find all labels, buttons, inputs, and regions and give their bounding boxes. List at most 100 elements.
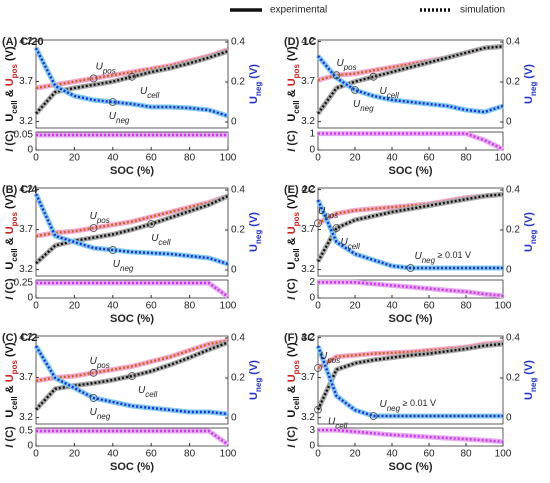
y2-axis-label-part: (V) <box>523 64 535 82</box>
annotation-marker <box>314 405 322 414</box>
y-axis-label-part: cell <box>292 100 301 113</box>
series-line-simulation <box>34 193 229 266</box>
current-axis-label-part: (C) <box>4 278 16 297</box>
annotation-sub: cell <box>387 90 399 99</box>
current-line-experimental <box>36 428 230 447</box>
annotation-sub: neg <box>97 412 111 421</box>
y2-axis-label-part: (V) <box>248 64 260 82</box>
y-tick-label: 3.7 <box>301 372 315 383</box>
annotation-name: U <box>380 399 388 410</box>
y2-axis-label: Uneg (V) <box>523 360 538 400</box>
x-tick-label: 60 <box>146 153 158 164</box>
y2-tick-label: 0.4 <box>506 333 520 344</box>
current-tick-label: 0.5 <box>19 426 33 437</box>
x-tick-label: 100 <box>495 449 512 460</box>
series-line-experimental <box>316 54 504 115</box>
plot-frame <box>317 39 504 129</box>
x-tick-label: 40 <box>386 301 398 312</box>
y2-tick-label: 0 <box>231 413 237 424</box>
y-axis-label: Ucell & Upos (V) <box>4 194 19 270</box>
panel-title: (F) 3C <box>284 332 315 344</box>
y-axis-label-part: U <box>4 262 16 270</box>
series-line-simulation <box>34 345 229 416</box>
y-axis-label: Ucell & Upos (V) <box>286 194 301 270</box>
y-axis-label-part: & <box>4 382 16 396</box>
y-tick-label: 3.2 <box>19 264 33 275</box>
annotation-marker <box>332 224 341 232</box>
annotation-marker <box>314 219 322 228</box>
y2-axis-label-part: neg <box>529 378 538 392</box>
y-axis-label-part: U <box>286 78 298 86</box>
y2-axis-label: Uneg (V) <box>248 64 263 104</box>
x-tick-label: 80 <box>460 153 472 164</box>
annotation-sub: cell <box>335 421 347 430</box>
current-tick-label: 0 <box>27 441 33 452</box>
curve-annotation: Ucell <box>341 237 360 251</box>
y2-axis-label: Uneg (V) <box>248 360 263 400</box>
x-tick-label: 100 <box>220 153 237 164</box>
y-axis-label-part: U <box>4 410 16 418</box>
y2-axis-label-part: (V) <box>248 212 260 230</box>
annotation-sub: neg <box>116 116 130 125</box>
annotation-marker <box>128 72 136 81</box>
curve-annotation: Uneg <box>113 259 134 273</box>
y-axis-label-part: pos <box>292 64 301 79</box>
y-axis-label-part: (V) <box>4 342 16 360</box>
x-axis-label: SOC (%) <box>110 461 154 473</box>
panel-title: (A) C/20 <box>2 36 44 48</box>
y-axis-label-part: & <box>286 86 298 100</box>
curve-annotation: Uneg ≥ 0.01 V <box>380 398 437 412</box>
x-tick-label: 40 <box>386 449 398 460</box>
x-axis-label: SOC (%) <box>110 165 154 177</box>
y2-tick-label: 0.2 <box>506 373 520 384</box>
x-tick-label: 40 <box>107 153 119 164</box>
series-line-simulation <box>316 199 503 270</box>
current-tick-label: 0 <box>309 293 315 304</box>
annotation-marker <box>89 394 98 402</box>
current-tick-label: 0 <box>27 293 33 304</box>
annotation-marker <box>332 71 341 80</box>
annotation-sub: neg <box>387 404 401 413</box>
annotation-marker <box>108 98 117 106</box>
y2-tick-label: 0 <box>231 117 237 128</box>
x-tick-label: 20 <box>69 449 81 460</box>
y-axis-label: Ucell & Upos (V) <box>286 46 301 122</box>
x-tick-label: 60 <box>423 153 435 164</box>
annotation-name: U <box>109 111 117 122</box>
current-axis-label-part: (C) <box>4 130 16 149</box>
x-tick-label: 40 <box>107 301 119 312</box>
annotation-name: U <box>320 351 328 362</box>
y-axis-label-part: & <box>286 234 298 248</box>
y2-tick-label: 0.4 <box>231 185 245 196</box>
y2-tick-label: 0.2 <box>506 225 520 236</box>
x-tick-label: 60 <box>423 449 435 460</box>
current-axis-label-part: I <box>286 296 298 300</box>
current-frame <box>35 427 229 447</box>
series-line-simulation <box>35 50 229 115</box>
y-axis-label-part: pos <box>292 212 301 227</box>
y2-axis-label-part: neg <box>254 230 263 244</box>
y-tick-label: 4.2 <box>19 332 33 343</box>
annotation-name: U <box>90 355 98 366</box>
x-tick-label: 60 <box>146 301 158 312</box>
x-axis-label: SOC (%) <box>389 461 433 473</box>
current-axis-label: I (C) <box>286 426 298 448</box>
y-tick-label: 3.2 <box>19 116 33 127</box>
current-axis-label-part: (C) <box>286 278 298 297</box>
y2-axis-label-part: U <box>523 392 535 400</box>
x-tick-label: 20 <box>69 301 81 312</box>
current-axis-label-part: I <box>4 148 16 152</box>
annotation-sub: cell <box>147 90 159 99</box>
y-axis-label-part: (V) <box>286 194 298 212</box>
annotation-sub: cell <box>348 242 360 251</box>
annotation-name: U <box>337 58 345 69</box>
annotation-marker <box>314 364 322 372</box>
panel-title: (B) C/4 <box>2 184 38 196</box>
annotation-marker <box>406 264 415 272</box>
curve-annotation: Uneg ≥ 0.01 V <box>415 250 472 264</box>
y2-axis-label-part: U <box>248 244 260 252</box>
current-line-simulation <box>318 281 504 297</box>
x-tick-label: 100 <box>220 449 237 460</box>
y-axis-label: Ucell & Upos (V) <box>4 46 19 122</box>
y-tick-label: 4.2 <box>301 184 315 195</box>
